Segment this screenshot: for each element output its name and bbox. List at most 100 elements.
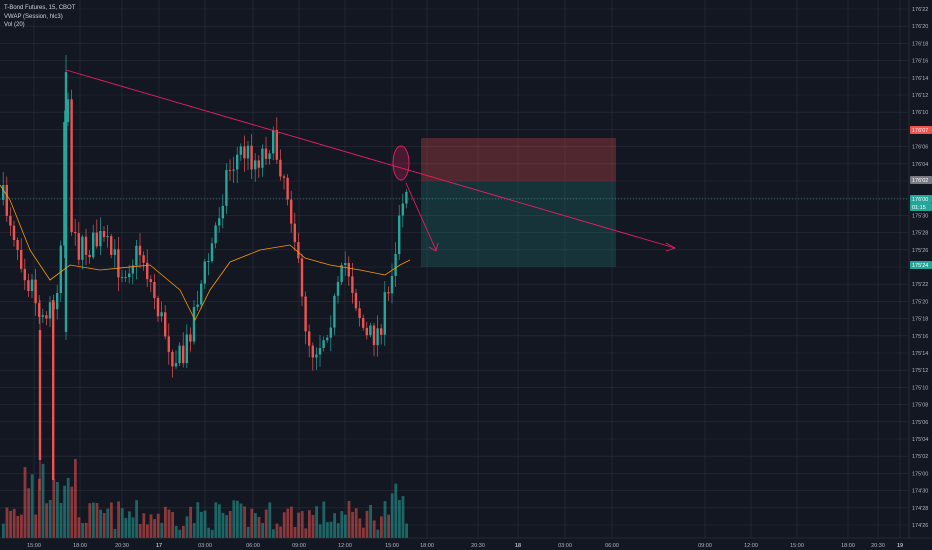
- candle-body: [192, 307, 196, 342]
- candle-body: [329, 327, 332, 338]
- price-tick-label: 175'22: [912, 282, 928, 288]
- candle-body: [34, 279, 37, 304]
- candle-body: [354, 292, 358, 309]
- price-tick-label: 175'28: [912, 231, 928, 237]
- time-tick-label: 03:00: [198, 543, 212, 549]
- volume-bar: [149, 514, 153, 538]
- candle-body: [200, 283, 203, 305]
- volume-bar: [160, 522, 164, 538]
- projection-arrow[interactable]: [405, 182, 437, 251]
- vwap-curve: [0, 184, 411, 321]
- volume-bar: [322, 501, 326, 538]
- volume-bar: [153, 519, 156, 538]
- candle-body: [225, 170, 228, 206]
- candle-body: [182, 345, 185, 364]
- price-tick-label: 175'18: [912, 317, 928, 323]
- volume-bar: [250, 508, 254, 538]
- candle-body: [88, 254, 91, 258]
- candle-body: [383, 292, 386, 335]
- candle-body: [160, 312, 163, 317]
- candle-body: [102, 231, 106, 238]
- price-tick-label: 176'18: [912, 41, 928, 47]
- candle-body: [351, 276, 354, 293]
- candle-body: [340, 265, 343, 283]
- volume-bar: [282, 512, 286, 538]
- volume-bar: [365, 510, 369, 538]
- price-tick-label: 175'10: [912, 385, 928, 391]
- candle-body: [394, 254, 397, 276]
- candle-body: [70, 99, 73, 233]
- time-tick-label: 06:00: [246, 543, 260, 549]
- volume-bar: [99, 509, 102, 538]
- time-tick-label: 15:00: [27, 543, 41, 549]
- price-tick-label: 174'30: [912, 489, 928, 495]
- trendline[interactable]: [65, 69, 676, 249]
- volume-indicator-label[interactable]: Vol (20): [4, 22, 25, 28]
- price-badge-label: 176'02: [912, 178, 928, 184]
- volume-bar: [185, 516, 189, 538]
- time-tick-label: 15:00: [385, 543, 399, 549]
- profit-target-zone[interactable]: [421, 181, 616, 267]
- candle-body: [311, 345, 314, 358]
- highlight-ellipse[interactable]: [392, 145, 410, 181]
- candle-body: [401, 203, 404, 216]
- volume-bar: [239, 503, 243, 538]
- candle-body: [257, 160, 260, 168]
- price-badge-label: 175'24: [912, 263, 928, 269]
- volume-bar: [138, 524, 142, 538]
- candle-body: [171, 351, 174, 367]
- price-badge: [910, 261, 932, 269]
- volume-bar: [164, 506, 167, 538]
- price-tick-label: 176'22: [912, 7, 928, 13]
- candle-body: [290, 199, 293, 224]
- time-tick-label: 20:30: [871, 543, 885, 549]
- volume-bar: [171, 511, 174, 538]
- price-tick-label: 176'04: [912, 162, 928, 168]
- candle-body: [322, 340, 325, 349]
- volume-bar: [225, 515, 228, 538]
- candlestick-series: [2, 55, 408, 490]
- candle-body: [74, 232, 77, 234]
- candle-body: [138, 245, 142, 256]
- candle-body: [365, 327, 368, 336]
- volume-bar: [246, 526, 250, 538]
- volume-bar: [74, 459, 77, 538]
- vwap-line: [0, 184, 411, 321]
- stop-loss-zone[interactable]: [421, 138, 616, 181]
- candle-body: [178, 345, 181, 364]
- time-tick-label: 06:00: [605, 543, 619, 549]
- vwap-indicator-label[interactable]: VWAP (Session, hlc3): [4, 13, 63, 20]
- candle-body: [12, 225, 16, 241]
- candle-body: [52, 300, 55, 480]
- candle-body: [92, 232, 95, 258]
- candle-body: [153, 282, 156, 299]
- volume-bar: [376, 529, 380, 538]
- price-tick-label: 175'20: [912, 299, 928, 305]
- volume-bar: [268, 502, 272, 538]
- volume-bar: [344, 514, 347, 538]
- candle-body: [221, 205, 224, 219]
- symbol-title[interactable]: T-Bond Futures, 15, CBOT: [4, 5, 76, 11]
- price-tick-label: 175'06: [912, 420, 928, 426]
- candle-body: [362, 318, 365, 328]
- volume-bar: [167, 509, 171, 538]
- candle-body: [243, 146, 246, 159]
- candle-body: [110, 236, 113, 255]
- candle-body: [203, 261, 206, 284]
- candle-body: [99, 231, 102, 247]
- volume-bar: [63, 485, 66, 538]
- candle-body: [59, 245, 62, 293]
- candle-body: [23, 268, 26, 281]
- candle-body: [318, 348, 322, 355]
- candle-body: [48, 302, 52, 319]
- candle-body: [167, 336, 170, 352]
- volume-bar: [30, 474, 34, 538]
- volume-bar: [383, 501, 387, 538]
- volume-bar: [128, 511, 131, 538]
- volume-bar: [369, 504, 372, 538]
- volume-bar: [347, 501, 351, 538]
- candle-body: [66, 99, 70, 123]
